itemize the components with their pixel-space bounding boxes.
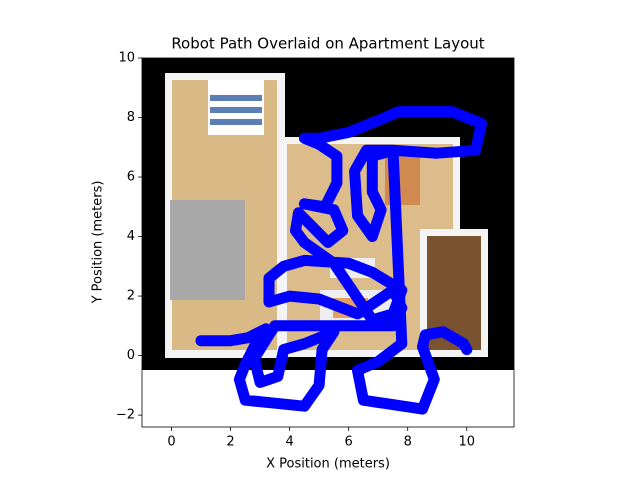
y-axis-label: Y Position (meters) [91, 181, 106, 305]
x-tick-label: 6 [345, 435, 353, 450]
y-tick-label: 6 [127, 170, 135, 185]
y-tick-label: 4 [127, 229, 135, 244]
y-tick-label: −2 [116, 408, 135, 423]
y-tick-label: 8 [127, 110, 135, 125]
chart-title: Robot Path Overlaid on Apartment Layout [171, 35, 484, 53]
x-tick-label: 0 [167, 435, 175, 450]
x-tick-label: 10 [458, 435, 475, 450]
x-tick-label: 4 [285, 435, 293, 450]
y-tick-label: 0 [127, 348, 135, 363]
robot-path [195, 106, 487, 415]
x-tick-label: 8 [404, 435, 412, 450]
plot-frame [141, 57, 515, 428]
x-axis-label: X Position (meters) [266, 457, 390, 472]
x-tick-label: 2 [226, 435, 234, 450]
y-tick-label: 10 [118, 51, 135, 66]
y-tick-label: 2 [127, 289, 135, 304]
